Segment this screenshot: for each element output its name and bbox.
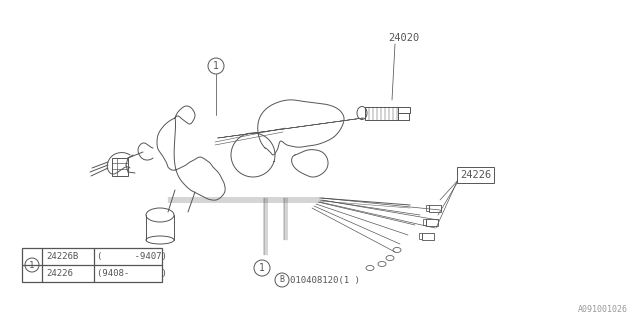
Bar [112,158,128,176]
Bar [426,205,429,211]
Text: (      -9407): ( -9407) [97,252,167,261]
Bar [419,233,422,239]
Text: 24020: 24020 [388,33,419,43]
Bar [423,219,426,225]
Text: 24226B: 24226B [46,252,78,261]
Text: 1: 1 [259,263,265,273]
Text: 1: 1 [29,260,35,269]
Text: 010408120(1 ): 010408120(1 ) [290,276,360,284]
Text: 1: 1 [213,61,219,71]
Text: 24226: 24226 [460,170,492,180]
Bar [22,248,162,282]
Text: B: B [280,276,285,284]
Text: (9408-      ): (9408- ) [97,269,167,278]
Text: A091001026: A091001026 [578,305,628,314]
Text: 24226: 24226 [46,269,73,278]
Bar [422,233,434,240]
Bar [426,219,438,226]
Bar [429,205,441,212]
